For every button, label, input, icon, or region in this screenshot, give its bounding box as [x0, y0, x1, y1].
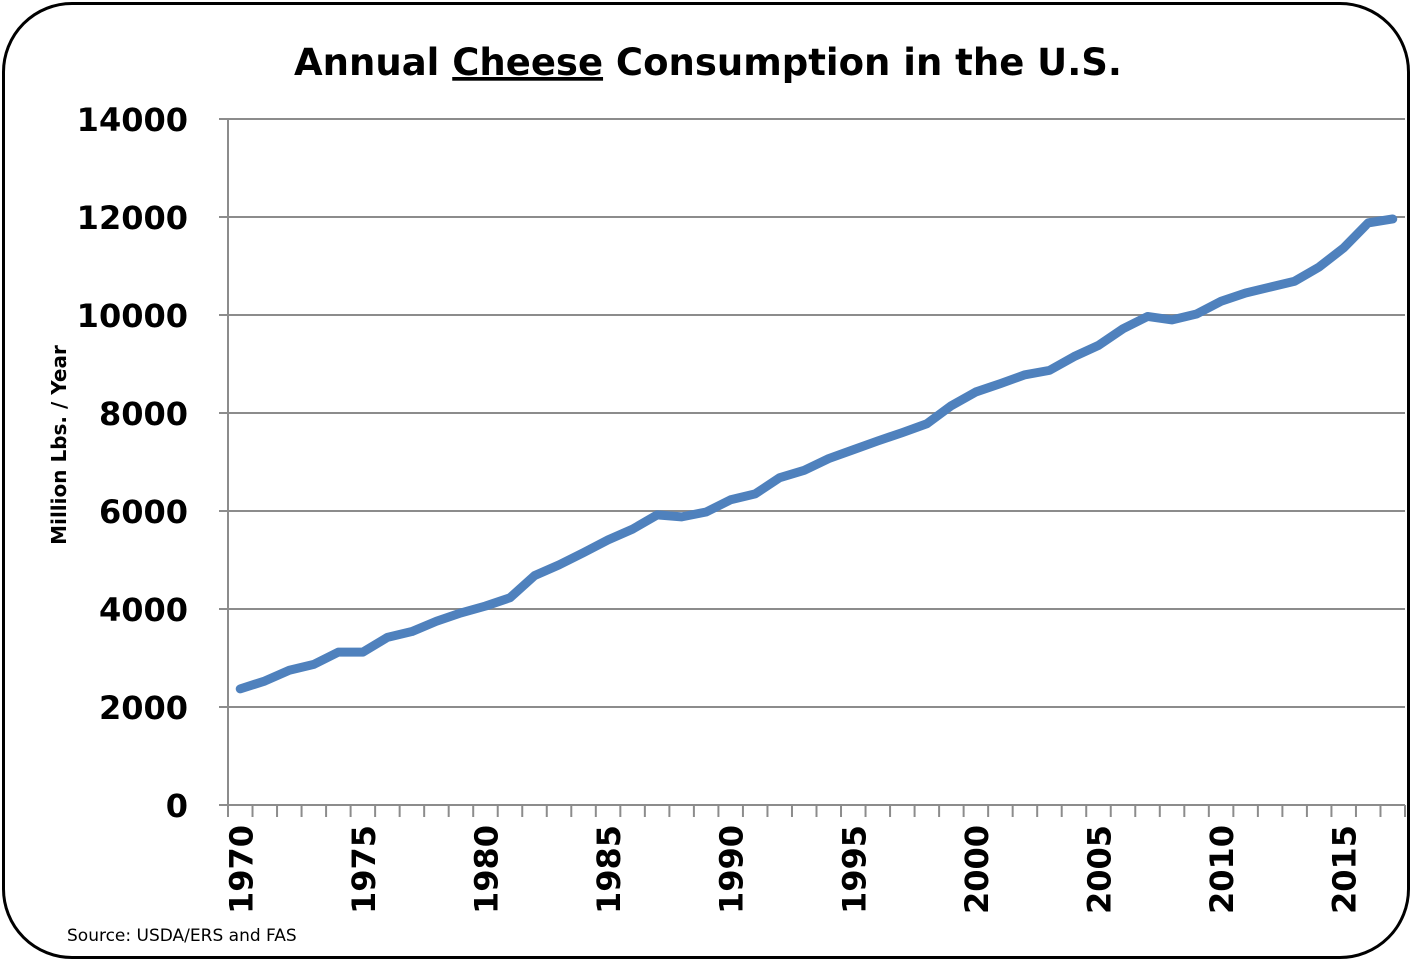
y-tick-label: 14000 [77, 101, 188, 139]
y-axis-label: Million Lbs. / Year [47, 345, 71, 545]
y-tick-label: 4000 [99, 591, 188, 629]
x-tick-label: 2005 [1080, 825, 1118, 914]
x-tick-label: 2010 [1203, 825, 1241, 914]
source-note: Source: USDA/ERS and FAS [67, 926, 297, 946]
y-tick-label: 12000 [77, 199, 188, 237]
x-tick-label: 1970 [222, 825, 260, 914]
y-tick-label: 8000 [99, 395, 188, 433]
x-tick-label: 1975 [345, 825, 383, 914]
x-tick-label: 1995 [835, 825, 873, 914]
x-tick-label: 1980 [467, 825, 505, 914]
y-tick-label: 10000 [77, 297, 188, 335]
x-tick-label: 1985 [590, 825, 628, 914]
x-tick-label: 1990 [713, 825, 751, 914]
x-tick-label: 2015 [1326, 825, 1364, 914]
series-line [235, 214, 1398, 694]
y-tick-label: 0 [166, 787, 188, 825]
y-tick-label: 6000 [99, 493, 188, 531]
chart-title: Annual Cheese Consumption in the U.S. [294, 41, 1122, 84]
y-tick-label: 2000 [99, 689, 188, 727]
x-tick-label: 2000 [958, 825, 996, 914]
